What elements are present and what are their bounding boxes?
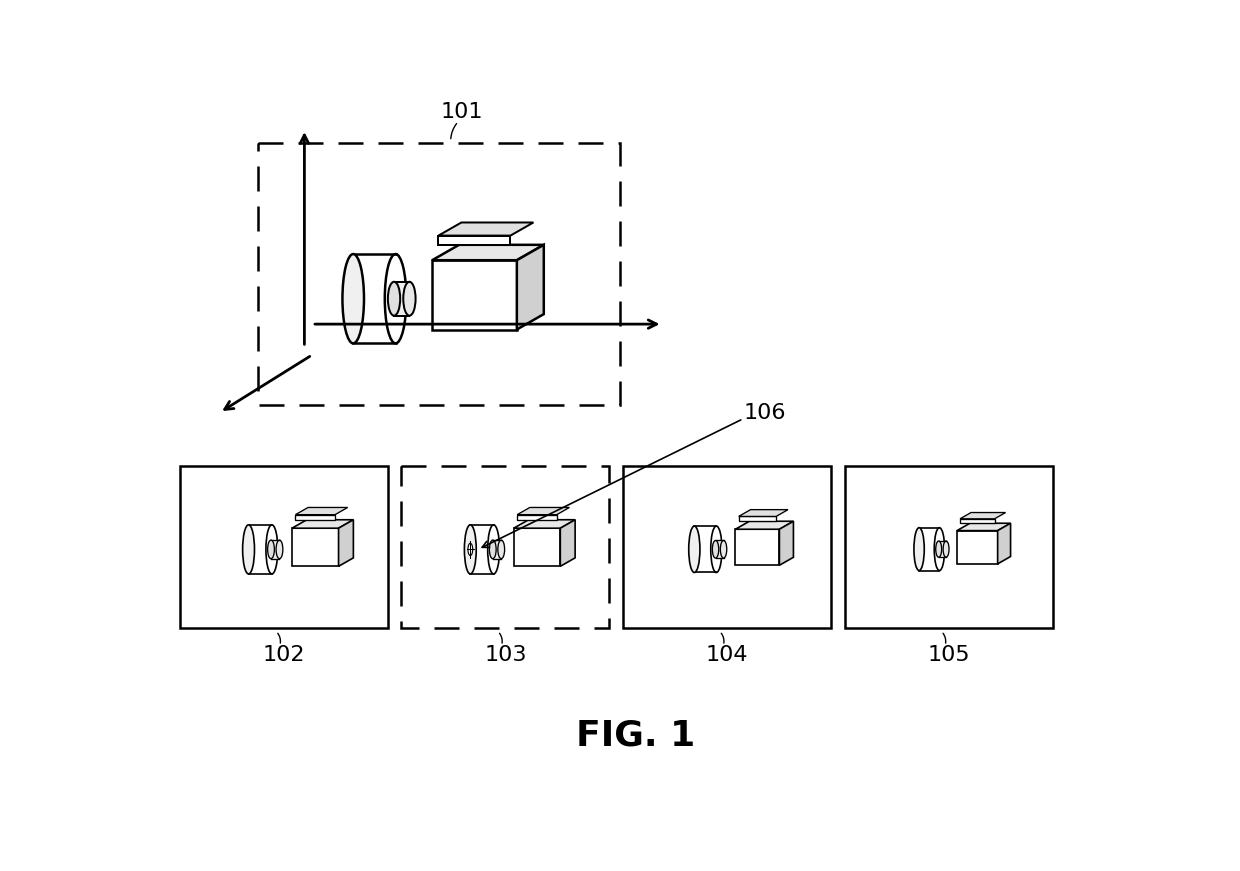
Ellipse shape (497, 540, 505, 558)
Polygon shape (960, 519, 994, 523)
Bar (258, 143, 620, 405)
Text: 105: 105 (928, 645, 970, 665)
Polygon shape (919, 528, 940, 571)
Ellipse shape (487, 525, 500, 574)
Ellipse shape (384, 254, 407, 343)
Ellipse shape (388, 282, 401, 315)
Polygon shape (291, 520, 353, 528)
Ellipse shape (265, 525, 278, 574)
Polygon shape (513, 520, 575, 528)
Text: 106: 106 (743, 402, 786, 422)
Ellipse shape (711, 526, 722, 572)
Ellipse shape (936, 541, 941, 557)
Polygon shape (492, 540, 501, 558)
Polygon shape (780, 521, 794, 565)
FancyArrowPatch shape (500, 633, 502, 643)
Polygon shape (957, 530, 998, 564)
Polygon shape (739, 510, 789, 517)
Polygon shape (439, 235, 511, 245)
FancyArrowPatch shape (278, 633, 280, 643)
Ellipse shape (914, 528, 924, 571)
Ellipse shape (944, 541, 949, 557)
Polygon shape (394, 282, 409, 315)
Polygon shape (960, 512, 1006, 519)
Polygon shape (735, 521, 794, 530)
Polygon shape (295, 515, 335, 520)
Polygon shape (272, 540, 279, 558)
FancyArrowPatch shape (451, 124, 456, 138)
Ellipse shape (934, 528, 945, 571)
Text: 103: 103 (484, 645, 527, 665)
Text: 102: 102 (263, 645, 305, 665)
Polygon shape (715, 541, 724, 558)
Polygon shape (433, 260, 517, 329)
Polygon shape (739, 517, 776, 521)
Polygon shape (248, 525, 272, 574)
Polygon shape (735, 530, 780, 565)
Text: FIG. 1: FIG. 1 (575, 719, 696, 753)
Polygon shape (513, 528, 560, 566)
Ellipse shape (490, 540, 496, 558)
Polygon shape (439, 222, 533, 235)
Ellipse shape (403, 282, 415, 315)
Ellipse shape (342, 254, 365, 343)
Ellipse shape (268, 540, 274, 558)
FancyArrowPatch shape (722, 633, 724, 643)
Bar (180, 466, 388, 628)
Polygon shape (694, 526, 717, 572)
Ellipse shape (277, 540, 283, 558)
Polygon shape (560, 520, 575, 566)
Polygon shape (957, 523, 1011, 530)
Ellipse shape (688, 526, 699, 572)
Text: 104: 104 (706, 645, 749, 665)
Ellipse shape (243, 525, 254, 574)
Polygon shape (470, 525, 494, 574)
Polygon shape (353, 254, 396, 343)
Polygon shape (295, 508, 347, 515)
Polygon shape (939, 541, 946, 557)
Polygon shape (291, 528, 339, 566)
Polygon shape (517, 508, 569, 515)
Text: 101: 101 (441, 102, 484, 122)
FancyArrowPatch shape (944, 633, 946, 643)
Polygon shape (998, 523, 1011, 564)
Ellipse shape (720, 541, 727, 558)
Ellipse shape (712, 541, 719, 558)
Ellipse shape (467, 544, 472, 556)
Bar (402, 466, 609, 628)
Ellipse shape (465, 525, 476, 574)
Polygon shape (517, 515, 557, 520)
Polygon shape (339, 520, 353, 566)
Polygon shape (433, 245, 544, 260)
Bar (844, 466, 1053, 628)
Polygon shape (517, 245, 544, 329)
Bar (624, 466, 831, 628)
